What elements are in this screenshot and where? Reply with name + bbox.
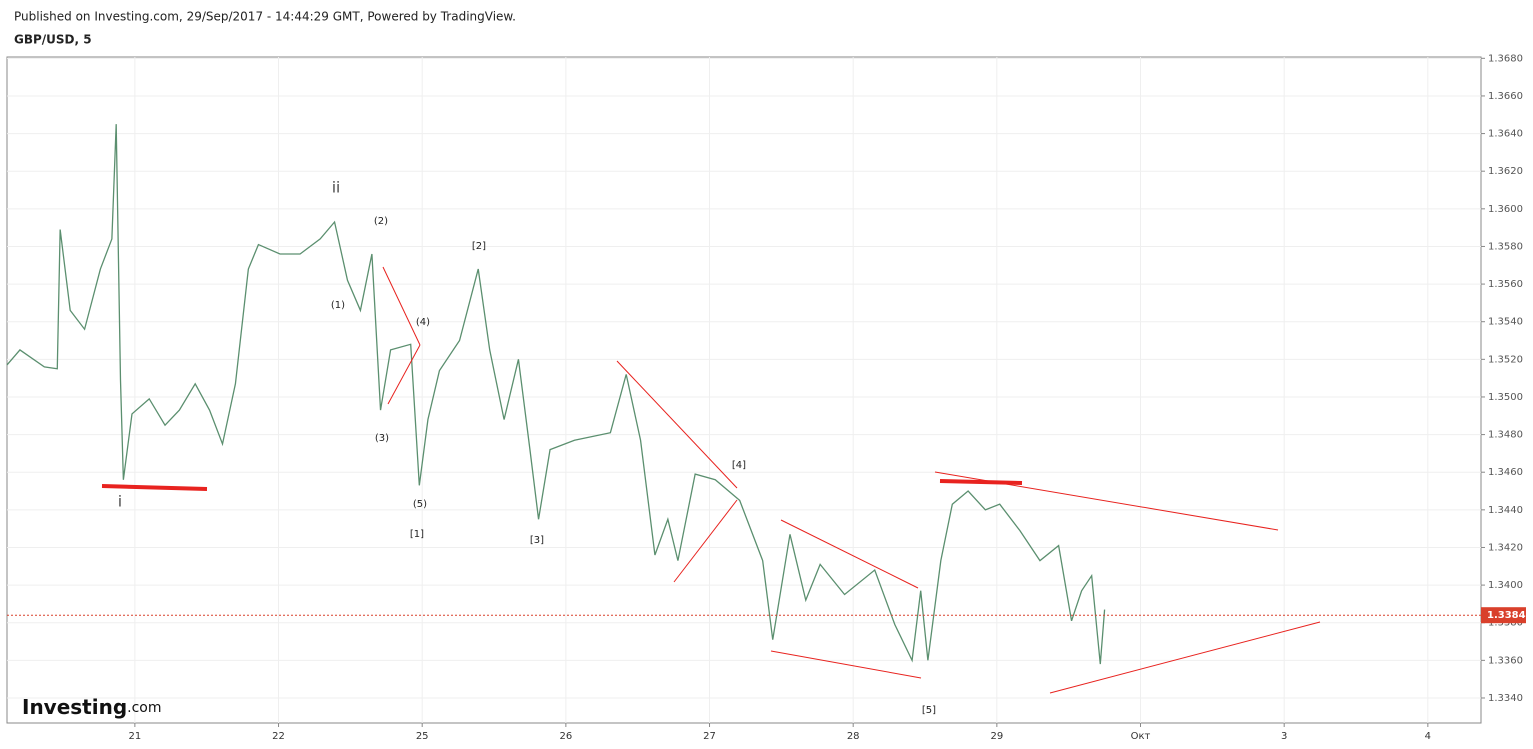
logo: Investing.com	[22, 695, 162, 719]
x-tick-label: 4	[1425, 731, 1431, 742]
drawings	[101, 266, 1321, 694]
wave-label: [3]	[530, 535, 544, 546]
y-tick-label: 1.3640	[1488, 129, 1523, 140]
x-tick-label: Окт	[1131, 731, 1151, 742]
wave-label: (2)	[374, 216, 388, 227]
x-tick-label: 22	[272, 731, 285, 742]
y-tick-label: 1.3360	[1488, 655, 1523, 666]
plot-frame	[6, 56, 1482, 724]
marks	[6, 124, 1106, 665]
y-tick-label: 1.3580	[1488, 241, 1523, 252]
y-tick-label: 1.3480	[1488, 430, 1523, 441]
y-tick-label: 1.3660	[1488, 91, 1523, 102]
wave-label: [2]	[472, 241, 486, 252]
grid	[7, 57, 1481, 723]
y-tick-label: 1.3380	[1488, 618, 1523, 629]
logo-suffix: .com	[127, 700, 161, 716]
x-tick-label: 25	[416, 731, 429, 742]
wave-label: ii	[332, 179, 340, 197]
wave-label: (1)	[331, 300, 345, 311]
y-tick-label: 1.3400	[1488, 580, 1523, 591]
wave-label: [4]	[732, 460, 746, 471]
y-tick-label: 1.3340	[1488, 693, 1523, 704]
y-tick-label: 1.3520	[1488, 354, 1523, 365]
y-tick-label: 1.3680	[1488, 53, 1523, 64]
x-tick-label: 29	[990, 731, 1003, 742]
logo-name: Investing	[22, 695, 127, 719]
last-price-box	[1481, 607, 1526, 624]
x-tick-label: 27	[703, 731, 716, 742]
price-line	[6, 124, 1106, 665]
x-tick-label: 28	[847, 731, 860, 742]
published-note: Published on Investing.com, 29/Sep/2017 …	[14, 10, 516, 24]
y-tick-label: 1.3440	[1488, 505, 1523, 516]
wave-label: (5)	[413, 499, 427, 510]
wave-label: [1]	[410, 529, 424, 540]
y-tick-label: 1.3420	[1488, 542, 1523, 553]
wave-label: (4)	[416, 317, 430, 328]
y-tick-label: 1.3500	[1488, 392, 1523, 403]
y-tick-label: 1.3620	[1488, 166, 1523, 177]
wave-label: [5]	[922, 705, 936, 716]
y-tick-label: 1.3600	[1488, 204, 1523, 215]
symbol: GBP/USD, 5	[14, 33, 92, 47]
y-tick-label: 1.3540	[1488, 317, 1523, 328]
x-tick-label: 26	[559, 731, 572, 742]
last-price-label: 1.3384	[1487, 610, 1526, 621]
wave-label: (3)	[375, 433, 389, 444]
wave-label: i	[118, 493, 122, 511]
y-tick-label: 1.3560	[1488, 279, 1523, 290]
y-tick-label: 1.3460	[1488, 467, 1523, 478]
x-tick-label: 21	[128, 731, 141, 742]
x-tick-label: 3	[1281, 731, 1287, 742]
